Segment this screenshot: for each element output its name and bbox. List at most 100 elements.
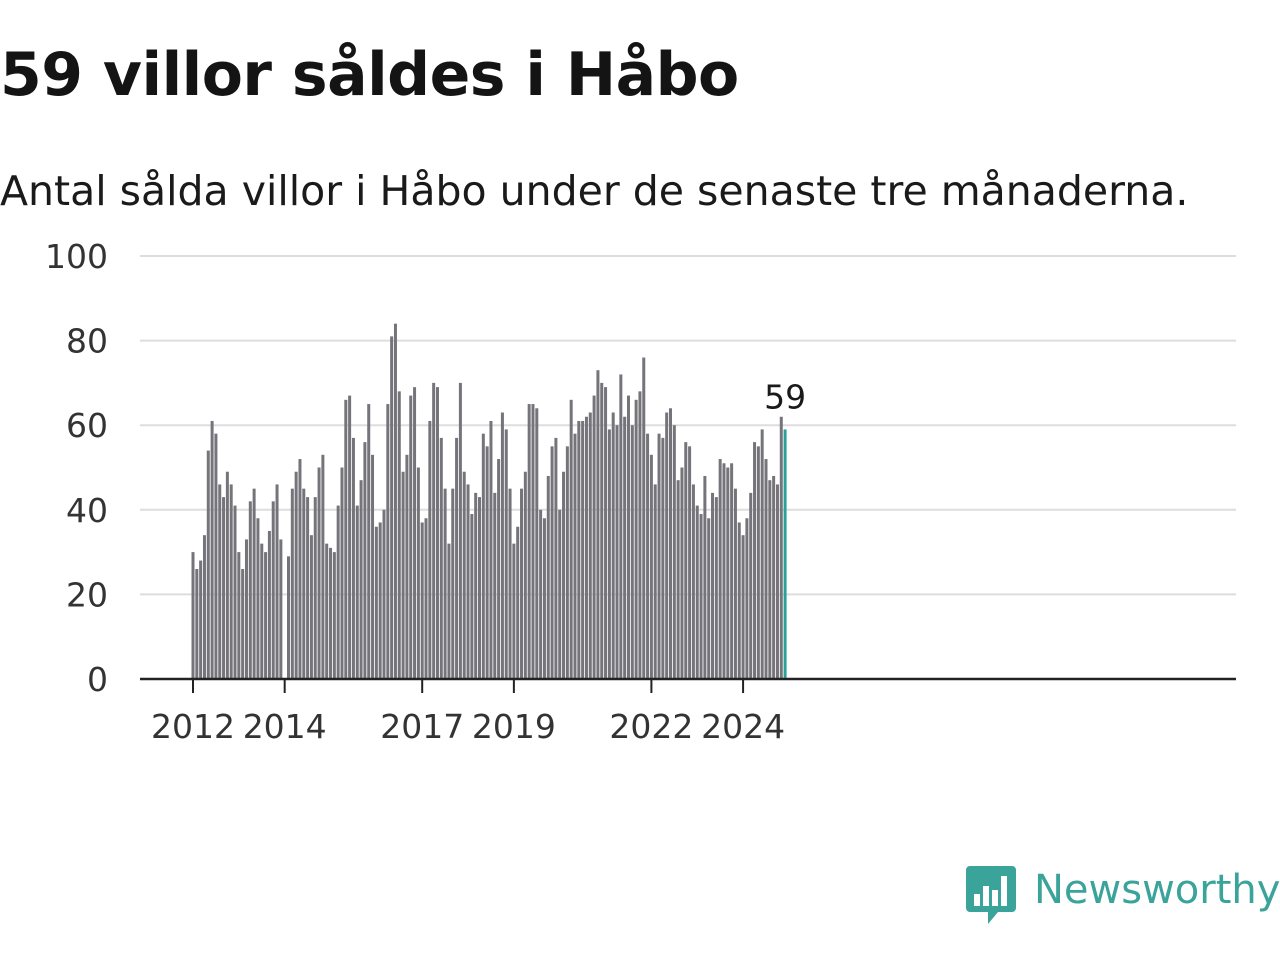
bar <box>443 488 447 679</box>
bar <box>741 535 745 679</box>
bar <box>577 420 581 679</box>
bar <box>703 475 707 679</box>
bar <box>481 433 485 679</box>
bar <box>531 404 535 679</box>
bar <box>680 467 684 679</box>
bar <box>493 492 497 679</box>
bar <box>520 488 524 679</box>
bar <box>264 552 268 679</box>
bar <box>321 454 325 679</box>
bar <box>539 509 543 679</box>
bar <box>642 357 646 679</box>
bar <box>657 433 661 679</box>
bar <box>386 404 390 679</box>
bar <box>199 560 203 679</box>
bar <box>466 484 470 679</box>
bar <box>760 429 764 679</box>
bar <box>745 518 749 679</box>
bar <box>313 497 317 679</box>
highlight-value-label: 59 <box>764 377 806 416</box>
bar <box>290 488 294 679</box>
bar <box>546 475 550 679</box>
bar <box>630 425 634 679</box>
bar <box>516 526 520 679</box>
bar <box>229 484 233 679</box>
bar <box>340 467 344 679</box>
bar <box>604 387 608 679</box>
bar <box>626 395 630 679</box>
chart-title: 59 villor såldes i Håbo <box>0 40 739 110</box>
bar <box>718 459 722 679</box>
bar <box>195 569 199 679</box>
bar <box>420 522 424 679</box>
bar <box>615 425 619 679</box>
bar <box>581 420 585 679</box>
bar <box>260 543 264 679</box>
bar <box>504 429 508 679</box>
y-tick-label: 80 <box>66 322 108 361</box>
bar <box>661 437 665 679</box>
bar <box>653 484 657 679</box>
bar <box>646 433 650 679</box>
bar <box>355 505 359 679</box>
bar <box>309 535 313 679</box>
bar <box>424 518 428 679</box>
bar <box>202 535 206 679</box>
bars <box>191 323 787 679</box>
labels: 0 20 40 60 80 100 2012 2014 2017 2019 2022 2024 59 <box>45 237 806 746</box>
newsworthy-logo: Newsworthy <box>964 862 1280 932</box>
bar <box>779 416 783 679</box>
bar <box>562 471 566 679</box>
x-tick-label: 2012 <box>151 707 235 746</box>
bar <box>489 420 493 679</box>
bar <box>275 484 279 679</box>
bar <box>676 480 680 679</box>
x-tick-label: 2014 <box>243 707 327 746</box>
bar <box>237 552 241 679</box>
bar <box>241 569 245 679</box>
bar <box>535 408 539 679</box>
bar <box>439 437 443 679</box>
bar <box>348 395 352 679</box>
chart-subtitle: Antal sålda villor i Håbo under de senas… <box>0 167 1189 215</box>
x-tick-label: 2024 <box>701 707 785 746</box>
bar <box>573 433 577 679</box>
bar <box>542 518 546 679</box>
bar <box>607 429 611 679</box>
bar <box>363 442 367 679</box>
bar <box>397 391 401 679</box>
bar <box>458 382 462 679</box>
bar <box>405 454 409 679</box>
bar <box>584 416 588 679</box>
bar <box>485 446 489 679</box>
bar <box>634 399 638 679</box>
bar <box>279 539 283 679</box>
bar <box>711 492 715 679</box>
bar-highlight <box>783 429 787 679</box>
bar <box>500 412 504 679</box>
y-tick-label: 0 <box>87 660 108 699</box>
bar <box>523 471 527 679</box>
bar <box>256 518 260 679</box>
bar <box>344 399 348 679</box>
bar <box>764 459 768 679</box>
bar <box>371 454 375 679</box>
bar <box>294 471 298 679</box>
bar <box>611 412 615 679</box>
bar <box>588 412 592 679</box>
bar <box>508 488 512 679</box>
bar <box>210 420 214 679</box>
bar <box>722 463 726 679</box>
bar <box>298 459 302 679</box>
bar <box>669 408 672 679</box>
bar <box>756 446 760 679</box>
bar <box>730 463 734 679</box>
bar <box>271 501 275 679</box>
bar <box>287 556 290 679</box>
bar <box>447 543 451 679</box>
bar <box>554 437 558 679</box>
bar <box>623 416 627 679</box>
x-tick-label: 2019 <box>472 707 556 746</box>
bar <box>252 488 256 679</box>
bar <box>302 488 306 679</box>
